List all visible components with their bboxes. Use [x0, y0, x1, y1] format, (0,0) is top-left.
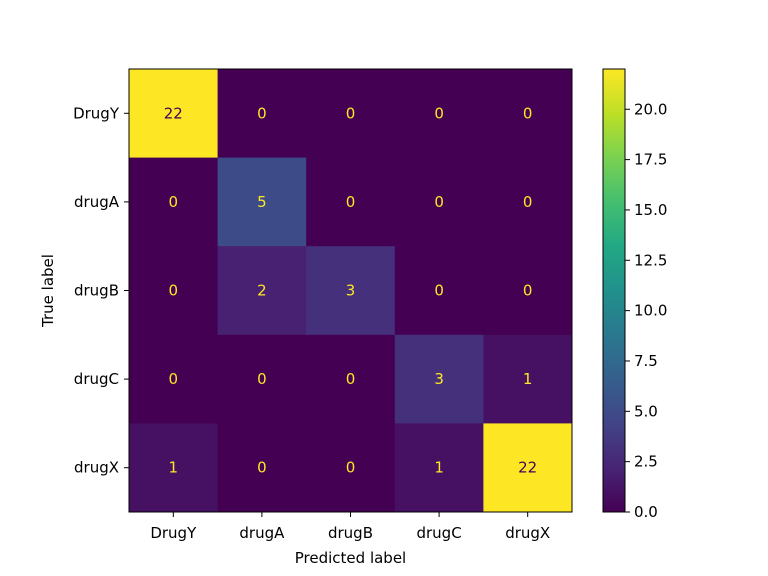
cell-value-label: 0 [434, 104, 444, 122]
heatmap-cell [129, 157, 219, 247]
y-tick-label: drugA [74, 193, 120, 211]
y-tick-label: drugX [74, 459, 119, 477]
cell-value-label: 2 [257, 282, 267, 300]
cell-value-label: 0 [257, 104, 267, 122]
cell-value-label: 0 [257, 459, 267, 477]
cell-value-label: 0 [434, 193, 444, 211]
x-axis-label: Predicted label [295, 549, 406, 567]
colorbar-tick-label: 2.5 [634, 453, 658, 471]
colorbar-tick-label: 20.0 [634, 100, 667, 118]
colorbar-tick-label: 12.5 [634, 251, 667, 269]
x-tick-label: drugB [328, 524, 373, 542]
heatmap-cells: 22 0 0 0 0 0 5 0 0 0 0 2 3 0 0 0 0 0 3 1 1 0 0 1 22 [129, 69, 573, 513]
heatmap-cell [306, 157, 396, 247]
heatmap-cell [394, 423, 484, 513]
cell-value-label: 0 [346, 459, 356, 477]
y-tick-label: drugB [74, 282, 119, 300]
heatmap-cell [217, 334, 307, 424]
heatmap-cell [217, 423, 307, 513]
y-axis-label: True label [39, 254, 57, 328]
cell-value-label: 22 [518, 459, 537, 477]
heatmap-cell [129, 69, 219, 159]
colorbar-ticks: 0.0 2.5 5.0 7.5 10.0 12.5 15.0 17.5 20.0 [625, 100, 667, 521]
heatmap-cell [394, 69, 484, 159]
cell-value-label: 0 [523, 104, 533, 122]
colorbar-tick-label: 17.5 [634, 151, 667, 169]
heatmap-cell [483, 246, 573, 336]
cell-value-label: 0 [523, 282, 533, 300]
heatmap-cell [306, 69, 396, 159]
cell-value-label: 0 [257, 370, 267, 388]
colorbar-tick-label: 5.0 [634, 402, 658, 420]
heatmap-cell [483, 423, 573, 513]
colorbar-tick-label: 15.0 [634, 201, 667, 219]
heatmap-cell [217, 157, 307, 247]
colorbar-tick-label: 10.0 [634, 302, 667, 320]
cell-value-label: 0 [523, 193, 533, 211]
heatmap-cell [306, 334, 396, 424]
x-axis-ticks: DrugY drugA drugB drugC drugX [150, 512, 550, 542]
heatmap-cell [394, 334, 484, 424]
cell-value-label: 3 [434, 370, 444, 388]
colorbar-tick-label: 0.0 [634, 503, 658, 521]
cell-value-label: 0 [434, 282, 444, 300]
y-tick-label: drugC [74, 370, 119, 388]
y-tick-label: DrugY [73, 104, 120, 122]
cell-value-label: 1 [434, 459, 444, 477]
x-tick-label: drugC [416, 524, 461, 542]
cell-value-label: 0 [169, 193, 179, 211]
cell-value-label: 0 [346, 370, 356, 388]
heatmap-cell [129, 423, 219, 513]
cell-value-label: 3 [346, 282, 356, 300]
heatmap-cell [483, 69, 573, 159]
cell-value-label: 0 [169, 370, 179, 388]
x-tick-label: drugA [239, 524, 285, 542]
cell-value-label: 0 [346, 104, 356, 122]
heatmap-cell [306, 246, 396, 336]
colorbar-tick-label: 7.5 [634, 352, 658, 370]
cell-value-label: 0 [169, 282, 179, 300]
heatmap-cell [129, 334, 219, 424]
colorbar [602, 68, 626, 513]
heatmap-cell [129, 246, 219, 336]
cell-value-label: 0 [346, 193, 356, 211]
heatmap-cell [394, 246, 484, 336]
cell-value-label: 5 [257, 193, 267, 211]
heatmap-cell [394, 157, 484, 247]
x-tick-label: drugX [505, 524, 550, 542]
y-axis-ticks: DrugY drugA drugB drugC drugX [73, 104, 129, 477]
cell-value-label: 1 [169, 459, 179, 477]
x-tick-label: DrugY [150, 524, 197, 542]
heatmap-cell [483, 157, 573, 247]
cell-value-label: 1 [523, 370, 533, 388]
heatmap-cell [306, 423, 396, 513]
heatmap-cell [483, 334, 573, 424]
cell-value-label: 22 [164, 104, 183, 122]
heatmap-cell [217, 246, 307, 336]
heatmap-cell [217, 69, 307, 159]
